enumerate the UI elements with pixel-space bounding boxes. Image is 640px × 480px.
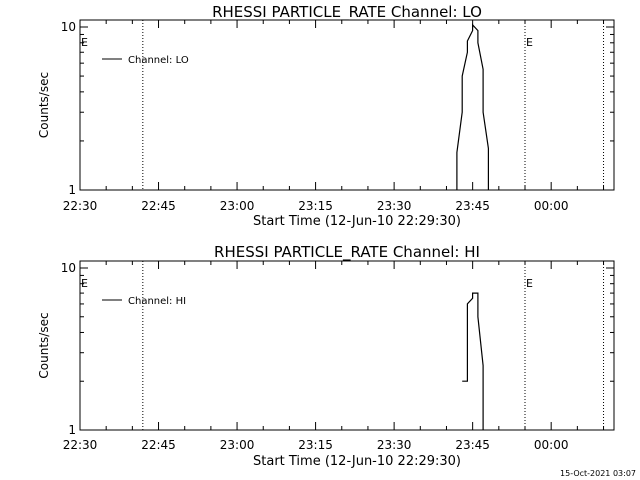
y-axis-label: Counts/sec [37,72,51,138]
x-tick-label: 22:30 [63,199,98,213]
plot-frame [79,19,615,191]
x-tick-label: 00:00 [534,438,569,452]
x-tick-label: 23:15 [298,199,333,213]
x-tick-label: 23:45 [455,199,490,213]
x-tick-label: 23:45 [455,438,490,452]
chart-title: RHESSI PARTICLE_RATE Channel: LO [212,3,482,22]
y-tick-label: 10 [61,20,76,34]
event-marker: E [81,36,88,49]
y-tick-label: 1 [68,183,76,197]
y-tick-label: 1 [68,423,76,437]
legend-entry: Channel: LO [128,55,189,66]
x-axis-label: Start Time (12-Jun-10 22:29:30) [253,454,461,469]
x-tick-label: 23:30 [377,199,412,213]
x-tick-label: 00:00 [534,199,569,213]
x-tick-label: 23:00 [220,199,255,213]
y-tick-label: 10 [61,261,76,275]
series-line [462,292,484,430]
legend-entry: Channel: HI [128,296,186,307]
y-axis-label: Counts/sec [37,312,51,378]
x-tick-label: 23:00 [220,438,255,452]
chart-title: RHESSI PARTICLE_RATE Channel: HI [214,243,480,262]
x-tick-label: 22:45 [141,199,176,213]
x-tick-label: 22:45 [141,438,176,452]
plot-frame [79,260,615,431]
event-marker: E [526,36,533,49]
x-tick-label: 23:15 [298,438,333,452]
render-timestamp: 15-Oct-2021 03:07 [560,469,636,478]
event-marker: E [526,277,533,290]
x-tick-label: 22:30 [63,438,98,452]
x-tick-label: 23:30 [377,438,412,452]
x-axis-label: Start Time (12-Jun-10 22:29:30) [253,214,461,229]
series-line [456,23,489,190]
event-marker: E [81,277,88,290]
